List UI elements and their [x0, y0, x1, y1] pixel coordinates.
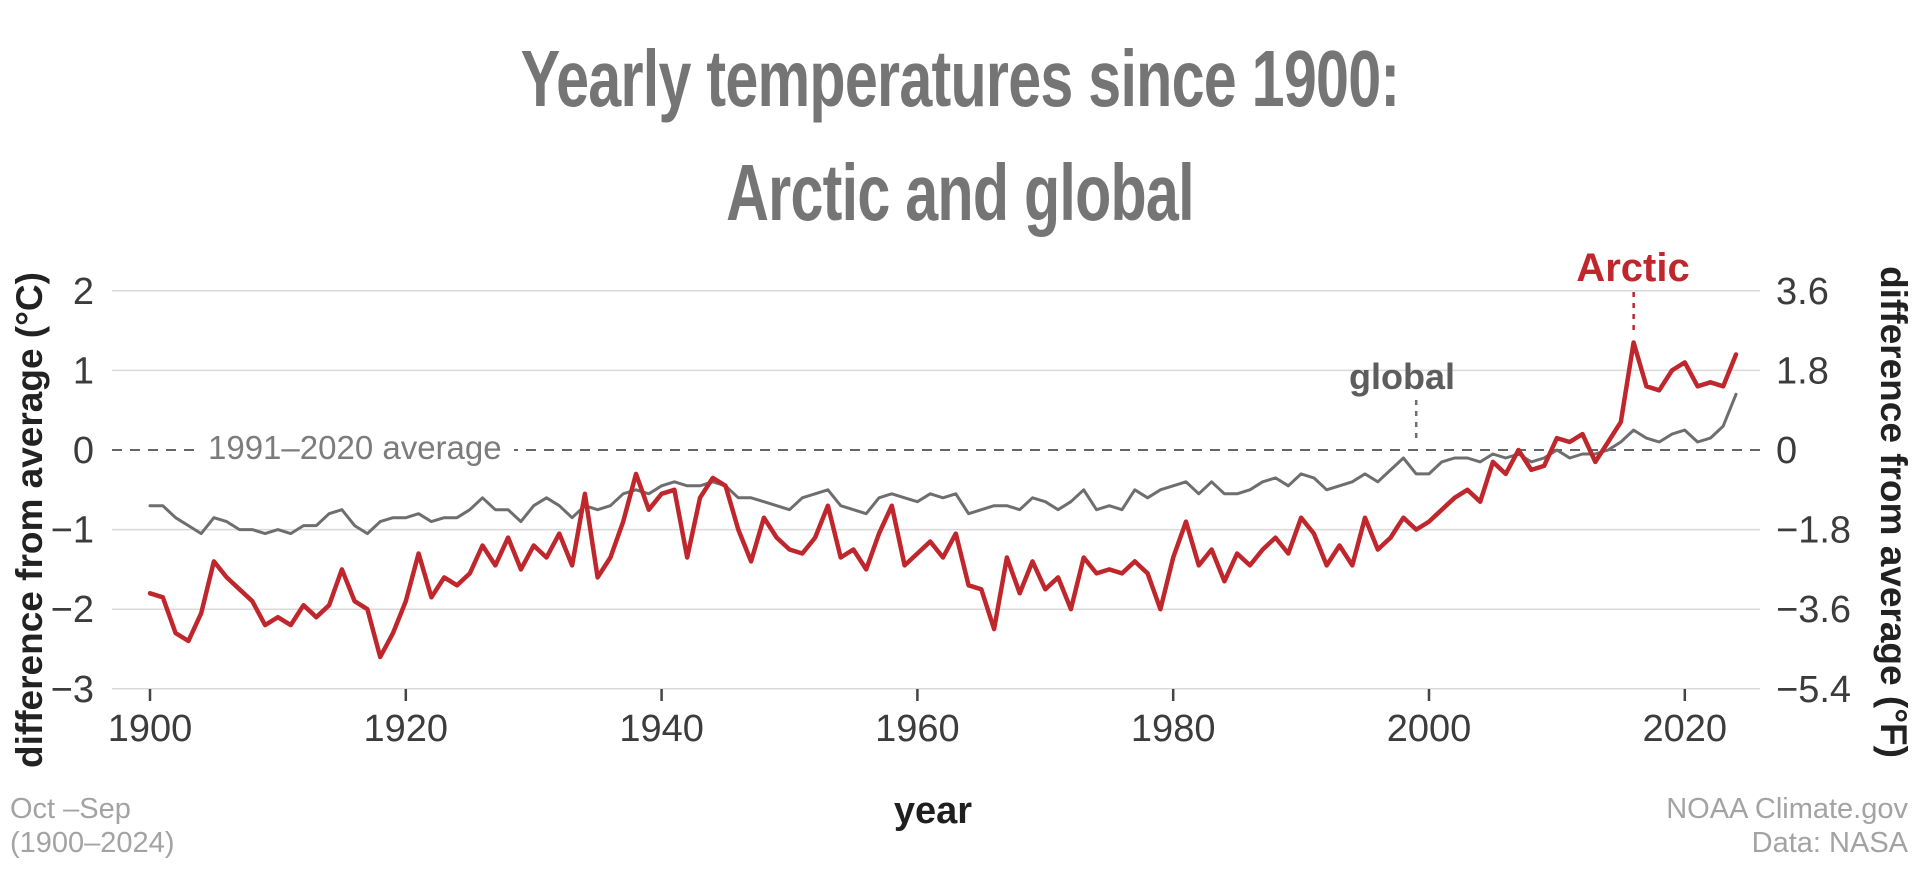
average-line-label: 1991–2020 average [196, 429, 514, 467]
svg-text:−1.8: −1.8 [1776, 510, 1851, 552]
chart-title-line-1: Yearly temperatures since 1900: [520, 34, 1401, 123]
footer-period-line-1: Oct –Sep [10, 793, 131, 825]
arctic-series-label: Arctic [1576, 246, 1690, 290]
svg-text:1940: 1940 [619, 708, 704, 750]
global-line [148, 392, 1738, 536]
svg-text:2: 2 [73, 271, 94, 313]
y-axis-title-right: difference from average (°F) [1873, 266, 1914, 758]
arctic-line [147, 340, 1739, 660]
svg-text:3.6: 3.6 [1776, 271, 1829, 313]
svg-text:1.8: 1.8 [1776, 350, 1829, 392]
svg-text:−2: −2 [51, 589, 94, 631]
svg-text:1900: 1900 [108, 708, 193, 750]
global-series-label: global [1349, 356, 1455, 397]
svg-text:−5.4: −5.4 [1776, 669, 1851, 711]
svg-text:−3: −3 [51, 669, 94, 711]
footer-source-line-2: Data: NASA [1751, 827, 1908, 859]
svg-text:1960: 1960 [875, 708, 960, 750]
footer-source-line-1: NOAA Climate.gov [1666, 793, 1908, 825]
chart-title-line-2: Arctic and global [726, 147, 1194, 237]
svg-text:0: 0 [73, 430, 94, 472]
footer-source: NOAA Climate.gov Data: NASA [1666, 792, 1908, 860]
svg-text:1980: 1980 [1131, 708, 1216, 750]
footer-period-line-2: (1900–2024) [10, 827, 175, 859]
svg-text:1: 1 [73, 350, 94, 392]
chart-title: Yearly temperatures since 1900: Arctic a… [250, 22, 1671, 249]
footer-period: Oct –Sep (1900–2024) [10, 792, 174, 860]
svg-text:0: 0 [1776, 430, 1797, 472]
svg-text:−1: −1 [51, 510, 94, 552]
x-axis-title: year [893, 790, 973, 832]
svg-text:2000: 2000 [1387, 708, 1472, 750]
y-axis-title-left: difference from average (°C) [9, 272, 50, 768]
svg-text:2020: 2020 [1643, 708, 1728, 750]
svg-text:1920: 1920 [364, 708, 449, 750]
svg-text:−3.6: −3.6 [1776, 589, 1851, 631]
